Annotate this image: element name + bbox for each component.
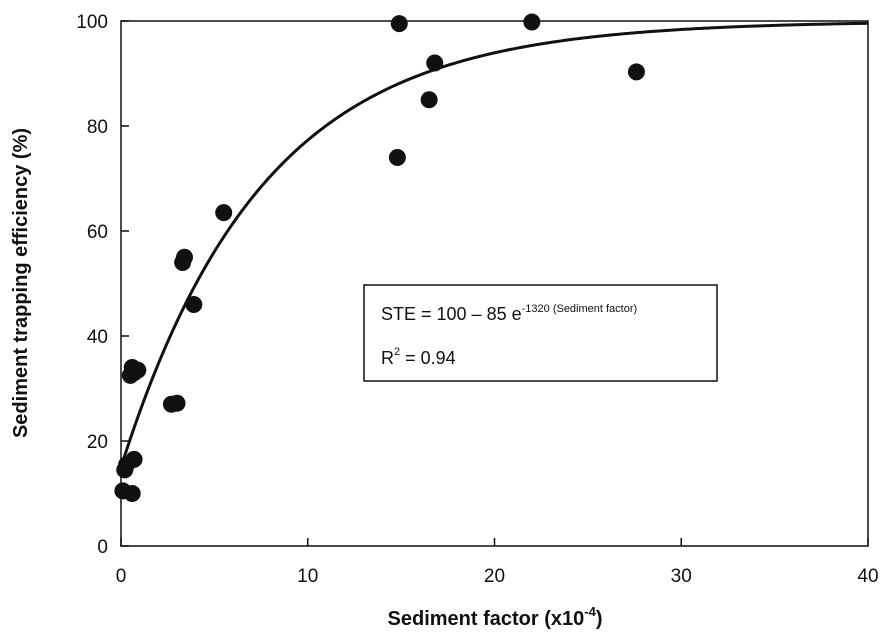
x-tick-label: 20	[484, 566, 505, 587]
data-point	[125, 450, 143, 468]
y-axis-title: Sediment trapping efficiency (%)	[10, 128, 32, 438]
plot-frame	[120, 20, 869, 547]
equation-exponent-note: (Sediment factor)	[553, 303, 637, 315]
data-point	[175, 248, 193, 266]
x-axis-title-sup: -4	[584, 604, 596, 619]
data-point	[125, 364, 143, 382]
y-tick-label: 80	[87, 117, 108, 138]
y-tick-label: 100	[76, 12, 108, 33]
equation-box-frame	[363, 284, 718, 382]
r2-prefix: R	[381, 348, 394, 368]
equation-text: STE = 100 – 85 e-1320 (Sediment factor)	[381, 303, 637, 324]
x-tick-label: 0	[116, 566, 127, 587]
data-point	[185, 296, 203, 313]
tick-labels: 0 10 20 30 40 0 20 40 60 80 100	[76, 12, 878, 587]
x-axis-title: Sediment factor (x10-4)	[388, 604, 603, 630]
y-tick-label: 60	[87, 222, 108, 243]
data-point	[388, 149, 406, 166]
data-point	[420, 91, 438, 109]
equation-exponent: -1320	[522, 303, 550, 315]
data-point	[523, 13, 541, 31]
x-axis-title-main: Sediment factor (x10	[388, 608, 585, 630]
x-axis-title-close: )	[596, 608, 603, 630]
fit-curve	[119, 21, 869, 468]
x-tick-label: 30	[671, 566, 692, 587]
y-tick-label: 20	[87, 432, 108, 453]
r-squared-text: R2 = 0.94	[381, 346, 456, 368]
equation-prefix: STE = 100 – 85 e	[381, 304, 522, 324]
data-point	[390, 15, 408, 33]
y-tick-label: 0	[97, 537, 108, 558]
equation-box: STE = 100 – 85 e-1320 (Sediment factor) …	[363, 284, 718, 382]
r2-sup: 2	[394, 346, 400, 358]
x-tick-label: 10	[297, 566, 318, 587]
data-point	[123, 485, 141, 502]
y-tick-label: 40	[87, 327, 108, 348]
data-points	[114, 13, 645, 502]
r2-value: = 0.94	[400, 348, 456, 368]
data-point	[426, 54, 444, 72]
data-point	[627, 63, 645, 81]
data-point	[168, 394, 186, 412]
axis-ticks	[120, 20, 869, 547]
x-tick-label: 40	[857, 566, 878, 587]
data-point	[215, 204, 233, 222]
